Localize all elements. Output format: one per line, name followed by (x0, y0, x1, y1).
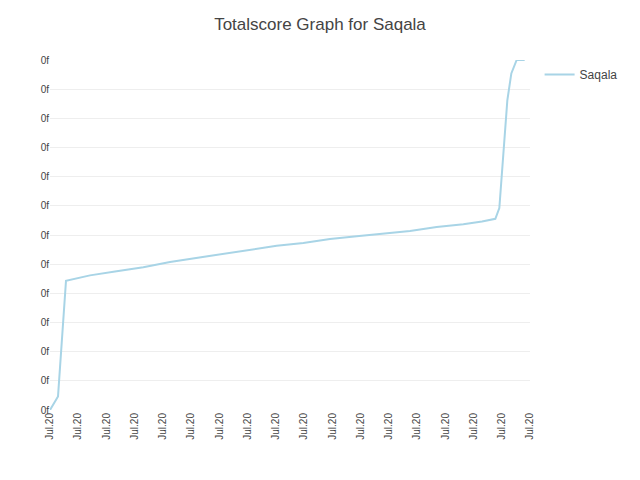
svg-text:0f: 0f (41, 200, 50, 211)
svg-text:0f: 0f (41, 171, 50, 182)
svg-text:Totalscore Graph for Saqala: Totalscore Graph for Saqala (214, 15, 426, 34)
svg-text:0f: 0f (41, 375, 50, 386)
svg-text:Jul.20: Jul.20 (383, 413, 394, 440)
svg-text:Jul.20: Jul.20 (185, 413, 196, 440)
svg-text:0f: 0f (41, 405, 50, 416)
svg-text:Jul.20: Jul.20 (242, 413, 253, 440)
svg-text:Jul.20: Jul.20 (355, 413, 366, 440)
svg-text:0f: 0f (41, 84, 50, 95)
svg-text:0f: 0f (41, 346, 50, 357)
svg-text:Jul.20: Jul.20 (468, 413, 479, 440)
svg-text:Jul.20: Jul.20 (129, 413, 140, 440)
svg-text:0f: 0f (41, 317, 50, 328)
svg-text:0f: 0f (41, 113, 50, 124)
svg-text:Jul.20: Jul.20 (44, 413, 55, 440)
svg-text:Jul.20: Jul.20 (214, 413, 225, 440)
svg-text:Jul.20: Jul.20 (524, 413, 535, 440)
svg-text:Jul.20: Jul.20 (270, 413, 281, 440)
svg-text:Jul.20: Jul.20 (496, 413, 507, 440)
svg-text:0f: 0f (41, 259, 50, 270)
svg-text:Saqala: Saqala (580, 68, 618, 82)
svg-text:0f: 0f (41, 230, 50, 241)
svg-text:Jul.20: Jul.20 (327, 413, 338, 440)
svg-text:0f: 0f (41, 288, 50, 299)
svg-text:Jul.20: Jul.20 (440, 413, 451, 440)
svg-text:0f: 0f (41, 55, 50, 66)
svg-text:Jul.20: Jul.20 (411, 413, 422, 440)
svg-text:Jul.20: Jul.20 (72, 413, 83, 440)
svg-text:Jul.20: Jul.20 (298, 413, 309, 440)
svg-text:0f: 0f (41, 142, 50, 153)
svg-text:Jul.20: Jul.20 (157, 413, 168, 440)
svg-text:Jul.20: Jul.20 (101, 413, 112, 440)
